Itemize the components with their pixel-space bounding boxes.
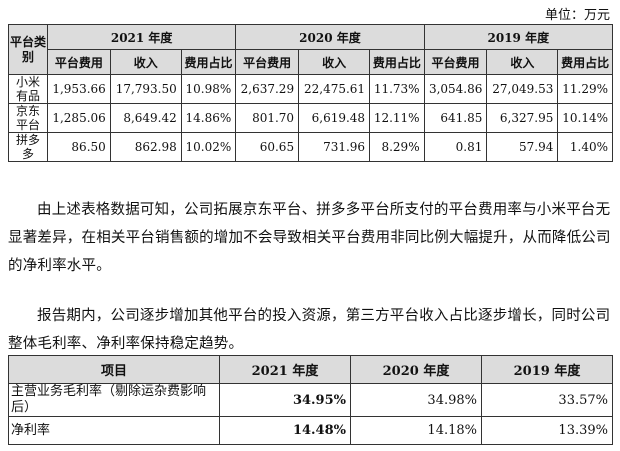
year-header: 2019 年度: [481, 355, 613, 384]
table-cell: 34.95%: [219, 383, 351, 417]
revenue-header: 收入: [486, 49, 559, 75]
table-cell: 731.96: [298, 132, 371, 162]
table-cell: 641.85: [423, 103, 488, 133]
table-cell: 22,475.61: [298, 74, 371, 104]
table-cell: 801.70: [235, 103, 300, 133]
table-header-row: 项目 2021 年度 2020 年度 2019 年度: [8, 355, 613, 384]
table-cell: 0.81: [423, 132, 488, 162]
table-cell: 2,637.29: [235, 74, 300, 104]
platform-category-header: 平台类别: [8, 24, 48, 75]
table-cell: 34.98%: [350, 383, 482, 417]
table-cell: 10.02%: [180, 132, 237, 162]
analysis-paragraph: 由上述表格数据可知，公司拓展京东平台、拼多多平台所支付的平台费用率与小米平台无显…: [8, 201, 611, 274]
table-row: 净利率 14.48% 14.18% 13.39%: [8, 416, 613, 445]
summary-paragraph: 报告期内，公司逐步增加其他平台的投入资源，第三方平台收入占比逐步增长，同时公司整…: [8, 307, 611, 352]
revenue-header: 收入: [298, 49, 371, 75]
fee-ratio-header: 费用占比: [557, 49, 613, 75]
table-cell: 17,793.50: [109, 74, 182, 104]
table-row: 拼多多 86.50 862.98 10.02% 60.65 731.96 8.2…: [8, 132, 613, 162]
year-header: 2020 年度: [235, 24, 425, 50]
table-cell: 8.29%: [369, 132, 425, 162]
table-cell: 86.50: [47, 132, 111, 162]
table-cell: 11.73%: [369, 74, 425, 104]
table-cell: 6,327.95: [486, 103, 559, 133]
table-cell: 1,285.06: [47, 103, 111, 133]
year-header: 2020 年度: [350, 355, 482, 384]
table-cell: 13.39%: [481, 416, 613, 445]
table-cell: 14.86%: [180, 103, 237, 133]
table-cell: 12.11%: [369, 103, 425, 133]
fee-ratio-header: 费用占比: [369, 49, 425, 75]
table-cell: 10.14%: [557, 103, 613, 133]
revenue-header: 收入: [109, 49, 182, 75]
table-cell: 60.65: [235, 132, 300, 162]
row-label: 主营业务毛利率（剔除运杂费影响后）: [8, 383, 220, 417]
platform-fee-table: 平台类别 2021 年度 2020 年度 2019 年度 平台费用 收入 费用占…: [8, 24, 614, 162]
row-label: 拼多多: [8, 132, 48, 162]
table-cell: 1,953.66: [47, 74, 111, 104]
table-cell: 33.57%: [481, 383, 613, 417]
table-cell: 27,049.53: [486, 74, 559, 104]
row-label: 小米有品: [8, 74, 48, 104]
unit-label: 单位：万元: [544, 8, 610, 23]
margin-table: 项目 2021 年度 2020 年度 2019 年度 主营业务毛利率（剔除运杂费…: [8, 355, 613, 445]
table-cell: 8,649.42: [109, 103, 182, 133]
row-label: 净利率: [8, 416, 220, 445]
platform-fee-header: 平台费用: [47, 49, 111, 75]
table-cell: 1.40%: [557, 132, 613, 162]
table-cell: 10.98%: [180, 74, 237, 104]
table-cell: 6,619.48: [298, 103, 371, 133]
table-cell: 14.18%: [350, 416, 482, 445]
year-header: 2021 年度: [46, 24, 237, 50]
table-cell: 862.98: [109, 132, 182, 162]
table-cell: 11.29%: [557, 74, 613, 104]
table-cell: 14.48%: [219, 416, 351, 445]
item-header: 项目: [8, 355, 220, 384]
table-row: 小米有品 1,953.66 17,793.50 10.98% 2,637.29 …: [8, 74, 613, 104]
table-row: 京东平台 1,285.06 8,649.42 14.86% 801.70 6,6…: [8, 103, 613, 133]
year-header: 2019 年度: [423, 24, 614, 50]
fee-ratio-header: 费用占比: [180, 49, 237, 75]
table-subheader-row: 平台费用 收入 费用占比 平台费用 收入 费用占比 平台费用 收入 费用占比: [9, 49, 613, 75]
table-row: 主营业务毛利率（剔除运杂费影响后） 34.95% 34.98% 33.57%: [8, 383, 613, 417]
table-header-row: 平台类别 2021 年度 2020 年度 2019 年度: [8, 24, 614, 75]
table-cell: 57.94: [486, 132, 559, 162]
platform-fee-header: 平台费用: [423, 49, 488, 75]
row-label: 京东平台: [8, 103, 48, 133]
platform-fee-header: 平台费用: [235, 49, 300, 75]
year-header: 2021 年度: [219, 355, 351, 384]
table-cell: 3,054.86: [423, 74, 488, 104]
